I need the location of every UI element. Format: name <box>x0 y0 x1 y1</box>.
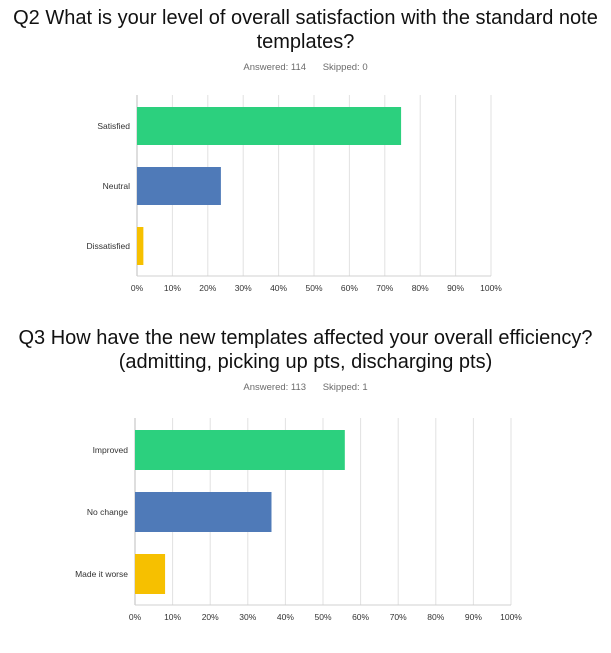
q3-x-tick-label: 60% <box>352 612 369 622</box>
q3-bar-no-change <box>135 492 272 532</box>
q2-bar-neutral <box>137 167 221 205</box>
q3-x-tick-label: 40% <box>277 612 294 622</box>
q2-x-tick-label: 40% <box>270 283 287 293</box>
q3-title-line1: Q3 How have the new templates affected y… <box>18 327 593 349</box>
q2-title: Q2 What is your level of overall satisfa… <box>10 6 601 54</box>
q3-x-tick-label: 0% <box>129 612 142 622</box>
q3-response-stats: Answered: 113 Skipped: 1 <box>0 382 611 393</box>
q2-skipped-count: Skipped: 0 <box>322 62 368 73</box>
q2-x-tick-label: 90% <box>447 283 464 293</box>
q3-x-tick-label: 80% <box>427 612 444 622</box>
q2-x-tick-label: 30% <box>235 283 252 293</box>
q2-x-tick-label: 60% <box>341 283 358 293</box>
q3-title: Q3 How have the new templates affected y… <box>10 326 601 374</box>
q2-x-tick-label: 80% <box>412 283 429 293</box>
q2-response-stats: Answered: 114 Skipped: 0 <box>0 62 611 73</box>
q3-answered-count: Answered: 113 <box>243 382 307 393</box>
q2-x-tick-label: 100% <box>480 283 502 293</box>
q3-bar-chart: 0% 10% 20% 30% 40% 50% 60% 70% 80% 90% 100% Improve… <box>75 418 522 622</box>
q2-category-label: Dissatisfied <box>87 241 131 251</box>
q2-answered-count: Answered: 114 <box>243 62 307 73</box>
q3-bar-made-it-worse <box>135 554 166 594</box>
q3-x-tick-label: 100% <box>500 612 522 622</box>
q2-x-tick-label: 0% <box>131 283 144 293</box>
q3-x-tick-label: 20% <box>202 612 219 622</box>
q2-x-tick-label: 50% <box>305 283 322 293</box>
q2-bar-dissatisfied <box>137 227 144 265</box>
q3-skipped-count: Skipped: 1 <box>322 382 368 393</box>
q3-x-tick-label: 90% <box>465 612 482 622</box>
q3-category-label: No change <box>87 507 128 517</box>
q2-bar-chart: 0% 10% 20% 30% 40% 50% 60% 70% 80% 90% 100% Satisfi… <box>87 95 502 293</box>
q2-x-tick-label: 10% <box>164 283 181 293</box>
q2-title-line1: Q2 What is your level of overall satisfa… <box>13 7 598 29</box>
q2-x-tick-label: 20% <box>199 283 216 293</box>
q3-category-label: Made it worse <box>75 569 128 579</box>
q2-x-tick-label: 70% <box>376 283 393 293</box>
q2-bar-satisfied <box>137 107 402 145</box>
q2-title-line2: templates? <box>256 31 355 53</box>
q3-x-tick-label: 30% <box>239 612 256 622</box>
q3-bar-improved <box>135 430 345 470</box>
q2-category-label: Satisfied <box>97 121 130 131</box>
q3-x-tick-label: 10% <box>164 612 181 622</box>
q3-title-line2: (admitting, picking up pts, discharging … <box>118 351 493 373</box>
q3-category-label: Improved <box>93 445 129 455</box>
q2-category-label: Neutral <box>103 181 131 191</box>
q3-x-tick-label: 70% <box>390 612 407 622</box>
q3-x-tick-label: 50% <box>314 612 331 622</box>
